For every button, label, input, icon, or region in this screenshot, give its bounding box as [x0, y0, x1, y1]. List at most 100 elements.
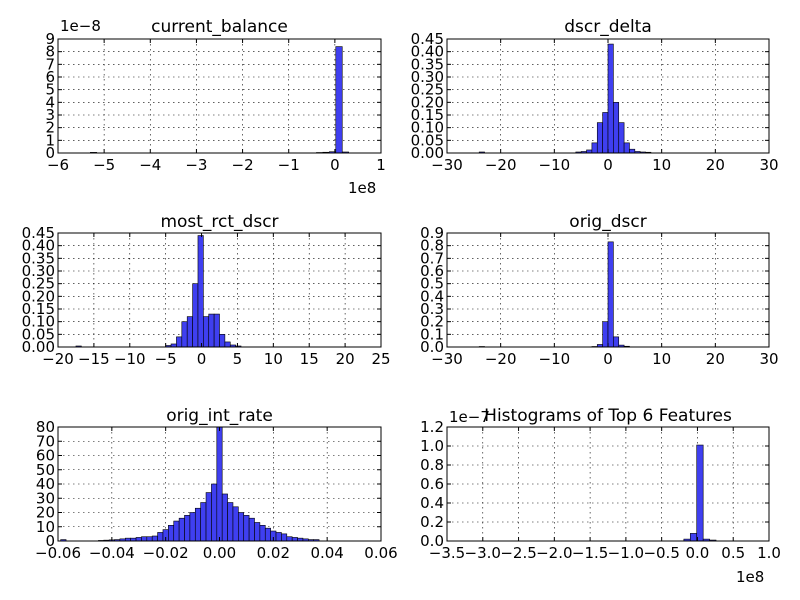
- x-tick-label: 1: [376, 156, 386, 174]
- y-tick-label: 0.45: [411, 30, 444, 48]
- x-tick-label: −0.02: [143, 544, 189, 562]
- histogram-bar: [607, 241, 614, 348]
- y-tick-label: 0.7: [420, 249, 444, 267]
- histogram-bar: [194, 507, 201, 542]
- y-tick-label: 40: [36, 475, 55, 493]
- x-tick-label: 20: [706, 350, 725, 368]
- histogram-bar: [602, 112, 609, 154]
- y-tick-label: 0.05: [22, 325, 55, 343]
- x-tick-label: −3.5: [429, 544, 465, 562]
- x-tick-label: −3.0: [465, 544, 501, 562]
- y-tick-label: 30: [36, 489, 55, 507]
- y-tick-label: 0.4: [420, 287, 444, 305]
- histogram-bar: [197, 235, 204, 348]
- histogram-bar: [221, 493, 228, 542]
- x-tick-label: 10: [652, 156, 671, 174]
- histogram-bar: [275, 532, 282, 542]
- y-tick-label: 0.35: [22, 249, 55, 267]
- histogram-bar: [173, 520, 180, 542]
- histogram-bar: [205, 492, 212, 542]
- y-tick-label: 0.20: [22, 287, 55, 305]
- histogram-bar: [181, 321, 188, 348]
- y-tick-label: 0.6: [420, 262, 444, 280]
- histogram-bar: [696, 444, 704, 542]
- histogram-bar: [281, 533, 288, 542]
- y-tick-label: 0.0: [420, 338, 444, 356]
- y-tick-label: 0.25: [22, 275, 55, 293]
- histogram-bar: [591, 142, 598, 154]
- y-tick-label: 0.8: [420, 237, 444, 255]
- x-tick-label: −1.5: [572, 544, 608, 562]
- x-tick-label: −10: [114, 350, 146, 368]
- y-tick-label: 60: [36, 447, 55, 465]
- histogram-bar: [689, 533, 698, 542]
- x-axis-ticks: −30 −20 −10 0 10 20 30: [431, 39, 779, 174]
- histogram-bar: [596, 122, 603, 154]
- x-tick-label: −5: [93, 156, 115, 174]
- histogram-bar: [213, 313, 220, 348]
- histogram-bar: [216, 426, 223, 542]
- y-tick-label: 0.3: [420, 300, 444, 318]
- x-axis-ticks: −6 −5 −4 −3 −2 −1 0 1: [47, 39, 386, 174]
- x-tick-label: 1.0: [757, 544, 781, 562]
- x-tick-label: 0: [197, 350, 207, 368]
- x-tick-label: −4: [139, 156, 161, 174]
- x-tick-label: 5: [233, 350, 243, 368]
- x-tick-label: 10: [264, 350, 283, 368]
- x-tick-label: 25: [371, 350, 390, 368]
- histogram-bar: [243, 515, 250, 542]
- y-tick-label: 70: [36, 432, 55, 450]
- histogram-bar: [192, 283, 199, 348]
- x-tick-label: −10: [539, 156, 571, 174]
- x-tick-label: 30: [759, 350, 778, 368]
- x-tick-label: 0: [603, 350, 613, 368]
- panel-title: orig_dscr: [569, 212, 646, 232]
- y-tick-label: 0.1: [420, 325, 444, 343]
- x-tick-label: 0: [330, 156, 340, 174]
- histogram-bar: [291, 537, 298, 542]
- histogram-bar: [151, 535, 158, 542]
- histogram-bar: [168, 525, 175, 542]
- histogram-bar: [227, 502, 234, 542]
- histogram-bar: [629, 148, 636, 154]
- grid-lines: [58, 39, 381, 153]
- panel-top-features: 1e−7 Histograms of Top 6 Features 1e8 −3…: [420, 406, 781, 586]
- x-axis-ticks: −30 −20 −10 0 10 20 30: [431, 233, 779, 368]
- x-tick-label: −30: [431, 350, 463, 368]
- y-tick-label: 0.9: [420, 224, 444, 242]
- y-tick-label: 0.25: [411, 81, 444, 99]
- histogram-bar: [618, 122, 625, 154]
- y-offset-label: 1e−7: [449, 408, 490, 426]
- y-axis-ticks: 0.00.10.20.30.40.50.60.70.80.9: [420, 224, 769, 356]
- x-axis-ticks: −3.5 −3.0 −2.5 −2.0 −1.5 −1.0 −0.5 0.0 0.5 1.0: [429, 427, 781, 562]
- y-tick-label: 1.2: [420, 418, 444, 436]
- y-tick-label: 0.15: [411, 106, 444, 124]
- x-tick-label: −3: [185, 156, 207, 174]
- x-tick-label: 20: [706, 156, 725, 174]
- y-tick-label: 5: [45, 81, 55, 99]
- y-tick-label: 1: [45, 131, 55, 149]
- y-tick-label: 0.40: [411, 43, 444, 61]
- histogram-bar: [157, 532, 164, 542]
- x-tick-label: −0.06: [35, 544, 81, 562]
- x-tick-label: −2: [232, 156, 254, 174]
- y-tick-label: 0.2: [420, 513, 444, 531]
- histogram-bar: [623, 142, 630, 154]
- x-tick-label: −15: [78, 350, 110, 368]
- histogram-bar: [219, 334, 226, 348]
- y-tick-label: 2: [45, 119, 55, 137]
- histogram-bar: [248, 517, 255, 542]
- y-tick-label: 0.10: [22, 313, 55, 331]
- axes-frame: [57, 232, 382, 348]
- x-tick-label: −2.5: [500, 544, 536, 562]
- x-axis-ticks: −0.06 −0.04 −0.02 0.00 0.02 0.04 0.06: [35, 427, 398, 562]
- y-tick-label: 1.0: [420, 437, 444, 455]
- histogram-bar: [602, 321, 609, 348]
- y-tick-label: 0: [45, 144, 55, 162]
- x-axis-ticks: −20 −15 −10 −5 0 5 10 15 20 25: [42, 233, 391, 368]
- y-tick-label: 7: [45, 55, 55, 73]
- x-offset-label: 1e8: [348, 179, 376, 197]
- histogram-bar: [254, 522, 261, 542]
- panel-orig-int-rate: orig_int_rate −0.06 −0.04 −0.02 0.00 0.02 0.0…: [35, 406, 398, 562]
- x-tick-label: −2.0: [536, 544, 572, 562]
